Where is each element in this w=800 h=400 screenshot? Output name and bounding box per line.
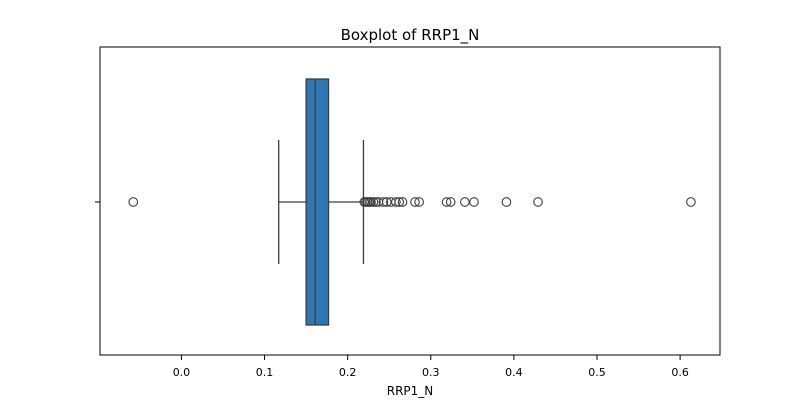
outlier-point <box>128 197 139 207</box>
x-tick-label: 0.2 <box>339 366 357 379</box>
outlier-point <box>445 197 456 207</box>
outlier-point <box>366 197 376 207</box>
x-tick-label: 0.5 <box>588 366 606 379</box>
x-tick-label: 0.1 <box>256 366 274 379</box>
x-tick-label: 0.3 <box>422 366 440 379</box>
boxplot-group <box>278 78 365 326</box>
x-tick-label: 0.4 <box>505 366 523 379</box>
plot-area-frame <box>99 46 721 356</box>
outlier-point <box>397 197 408 207</box>
outlier-point <box>410 197 420 207</box>
x-axis-label: RRP1_N <box>387 384 434 398</box>
outlier-group <box>128 197 696 207</box>
outlier-point <box>371 197 381 207</box>
outlier-point <box>501 197 512 207</box>
x-tick-label: 0.6 <box>671 366 689 379</box>
outlier-point <box>391 197 401 207</box>
outlier-point <box>460 197 470 207</box>
iqr-box <box>305 78 330 326</box>
chart-title: Boxplot of RRP1_N <box>341 26 480 45</box>
outlier-point <box>469 197 479 207</box>
outlier-point <box>378 197 389 207</box>
x-axis: 0.0 0.1 0.2 0.3 0.4 0.5 0.6 <box>173 355 689 379</box>
outlier-point <box>394 197 405 207</box>
outlier-point <box>441 197 452 207</box>
x-tick-label: 0.0 <box>173 366 191 379</box>
outlier-point <box>533 197 543 207</box>
outlier-point <box>368 197 379 207</box>
outlier-point <box>686 197 696 207</box>
outlier-point <box>414 197 424 207</box>
